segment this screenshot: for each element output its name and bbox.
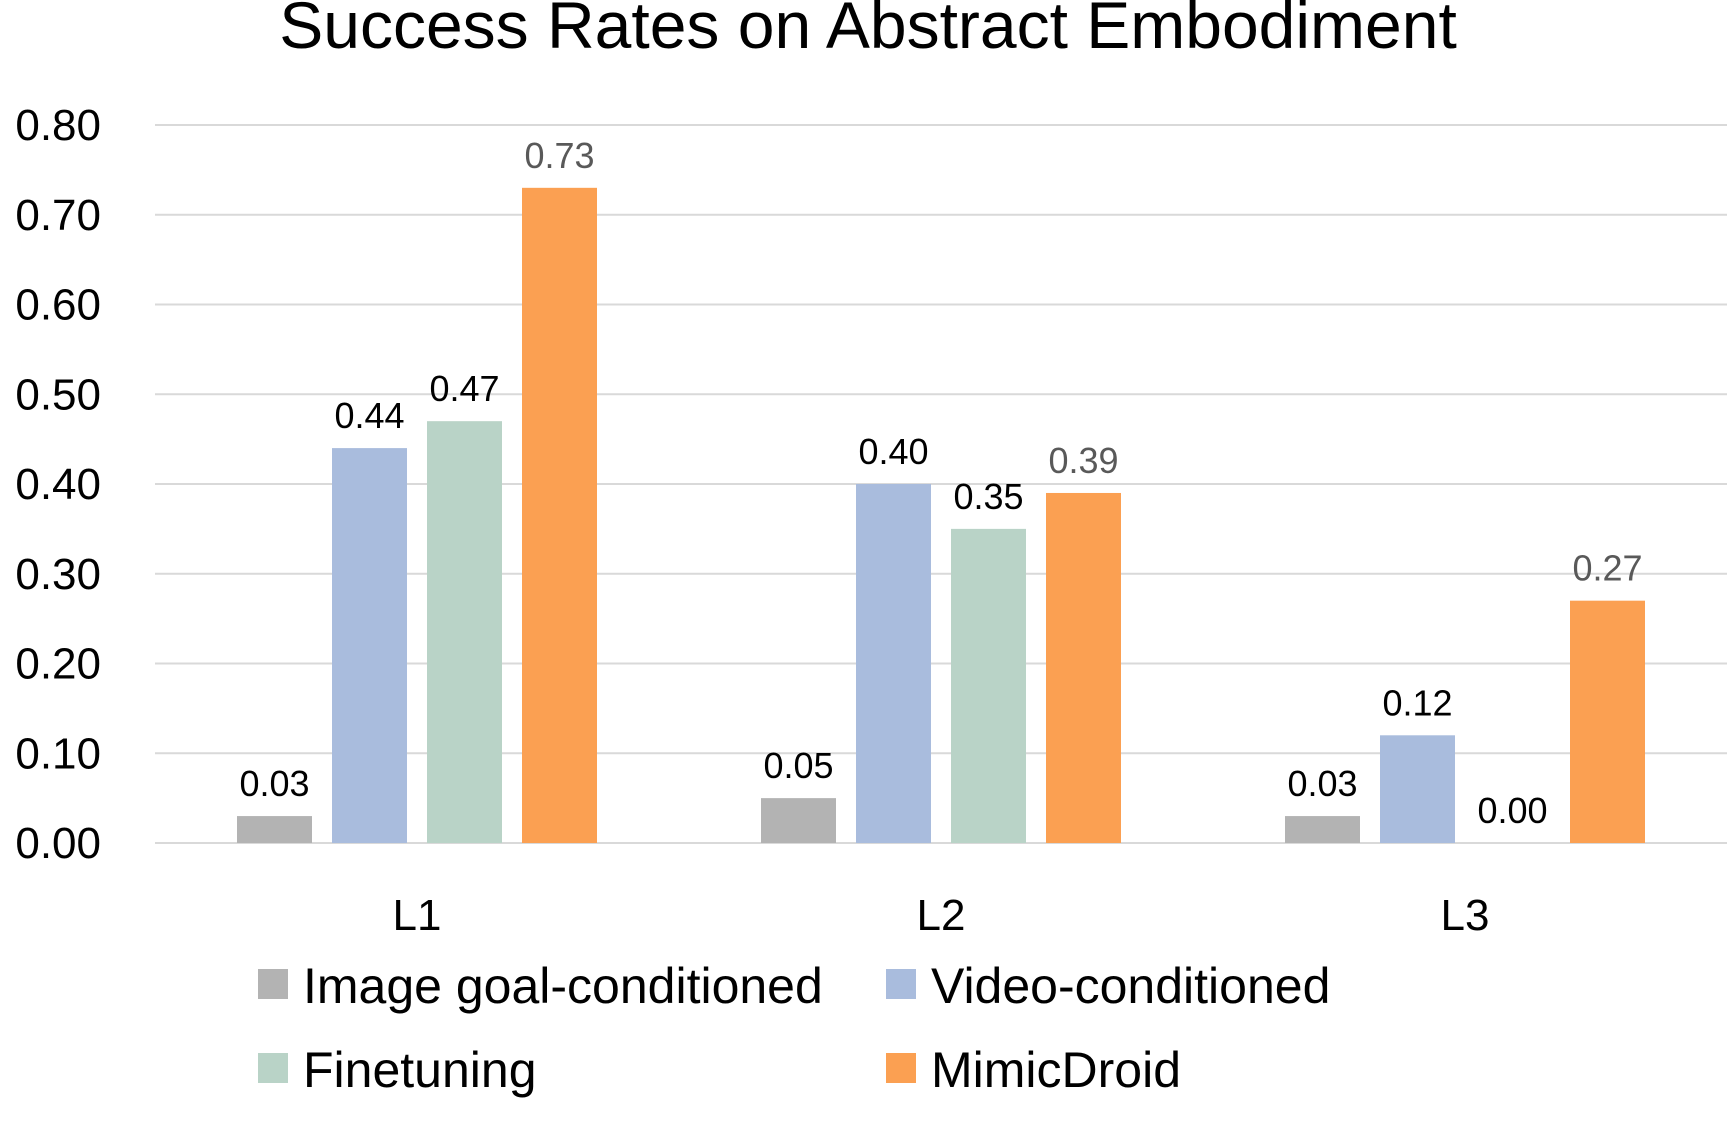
data-label: 0.00 xyxy=(1477,790,1547,831)
data-label: 0.35 xyxy=(953,476,1023,517)
data-label: 0.39 xyxy=(1048,440,1118,481)
legend-label: MimicDroid xyxy=(931,1042,1181,1098)
data-label: 0.47 xyxy=(429,368,499,409)
legend-label: Finetuning xyxy=(303,1042,537,1098)
data-label: 0.03 xyxy=(1287,763,1357,804)
bar xyxy=(332,448,407,843)
data-label: 0.03 xyxy=(239,763,309,804)
legend-swatch xyxy=(258,969,288,999)
bar xyxy=(427,421,502,843)
bars xyxy=(237,187,1645,843)
data-label: 0.05 xyxy=(763,745,833,786)
x-tick-label: L3 xyxy=(1441,891,1490,940)
bar xyxy=(951,528,1026,843)
y-tick-label: 0.50 xyxy=(15,370,101,419)
bar xyxy=(761,798,836,843)
legend-item: MimicDroid xyxy=(886,1042,1181,1098)
legend-label: Video-conditioned xyxy=(931,958,1330,1014)
legend-item: Finetuning xyxy=(258,1042,537,1098)
bar xyxy=(1570,600,1645,843)
y-tick-label: 0.70 xyxy=(15,191,101,240)
legend-label: Image goal-conditioned xyxy=(303,958,823,1014)
data-label: 0.40 xyxy=(858,431,928,472)
y-tick-label: 0.10 xyxy=(15,729,101,778)
y-tick-label: 0.80 xyxy=(15,101,101,150)
y-tick-label: 0.30 xyxy=(15,550,101,599)
data-label: 0.73 xyxy=(524,135,594,176)
x-axis-tick-labels: L1 L2 L3 xyxy=(393,891,1490,940)
legend-item: Video-conditioned xyxy=(886,958,1330,1014)
gridlines xyxy=(155,124,1727,844)
x-tick-label: L1 xyxy=(393,891,442,940)
bar xyxy=(1046,492,1121,843)
data-label: 0.12 xyxy=(1382,682,1452,723)
data-label: 0.44 xyxy=(334,395,404,436)
chart-title: Success Rates on Abstract Embodiment xyxy=(279,0,1457,62)
bar xyxy=(522,187,597,843)
legend-swatch xyxy=(886,969,916,999)
bar xyxy=(1285,816,1360,843)
y-tick-label: 0.40 xyxy=(15,460,101,509)
legend-swatch xyxy=(886,1053,916,1083)
x-tick-label: L2 xyxy=(917,891,966,940)
bar xyxy=(237,816,312,843)
y-axis-tick-labels: 0.00 0.10 0.20 0.30 0.40 0.50 0.60 0.70 0.80 xyxy=(15,101,101,868)
y-tick-label: 0.20 xyxy=(15,640,101,689)
legend: Image goal-conditioned Video-conditioned F… xyxy=(258,958,1330,1098)
legend-item: Image goal-conditioned xyxy=(258,958,823,1014)
data-labels: 0.03 0.44 0.47 0.73 0.05 0.40 0.35 0.39 0.03 0.12… xyxy=(239,135,1642,831)
data-label: 0.27 xyxy=(1572,548,1642,589)
y-tick-label: 0.60 xyxy=(15,281,101,330)
bar xyxy=(1380,735,1455,843)
legend-swatch xyxy=(258,1053,288,1083)
y-tick-label: 0.00 xyxy=(15,819,101,868)
bar xyxy=(856,484,931,843)
